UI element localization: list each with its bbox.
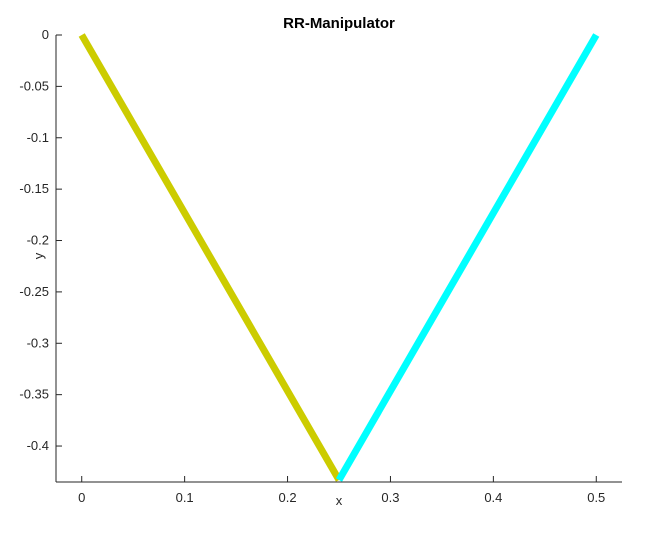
y-tick-label: 0 <box>42 27 49 42</box>
chart-title: RR-Manipulator <box>283 15 395 32</box>
y-tick-label: -0.3 <box>27 335 49 350</box>
x-tick-label: 0.2 <box>279 490 297 505</box>
link-2-line <box>335 33 600 482</box>
y-axis-label: y <box>31 252 46 259</box>
axes <box>55 35 622 483</box>
y-tick-label: -0.2 <box>27 233 49 248</box>
series-group <box>78 33 600 482</box>
x-tick-label: 0.1 <box>176 490 194 505</box>
y-tick-label: -0.35 <box>19 387 49 402</box>
y-tick-label: -0.25 <box>19 284 49 299</box>
x-tick-label: 0.3 <box>381 490 399 505</box>
y-tick-label: -0.4 <box>27 438 49 453</box>
y-tick-label: -0.15 <box>19 181 49 196</box>
y-ticks: 0 -0.05 -0.1 -0.15 -0.2 -0.25 -0.3 -0.35 -0.4 <box>19 27 62 453</box>
x-tick-label: 0 <box>78 490 85 505</box>
x-ticks: 0 0.1 0.2 0.3 0.4 0.5 <box>78 476 605 505</box>
y-tick-label: -0.05 <box>19 78 49 93</box>
x-axis-label: x <box>336 493 343 508</box>
y-tick-label: -0.1 <box>27 130 49 145</box>
x-tick-label: 0.5 <box>587 490 605 505</box>
x-tick-label: 0.4 <box>484 490 502 505</box>
link-1-line <box>78 33 343 482</box>
